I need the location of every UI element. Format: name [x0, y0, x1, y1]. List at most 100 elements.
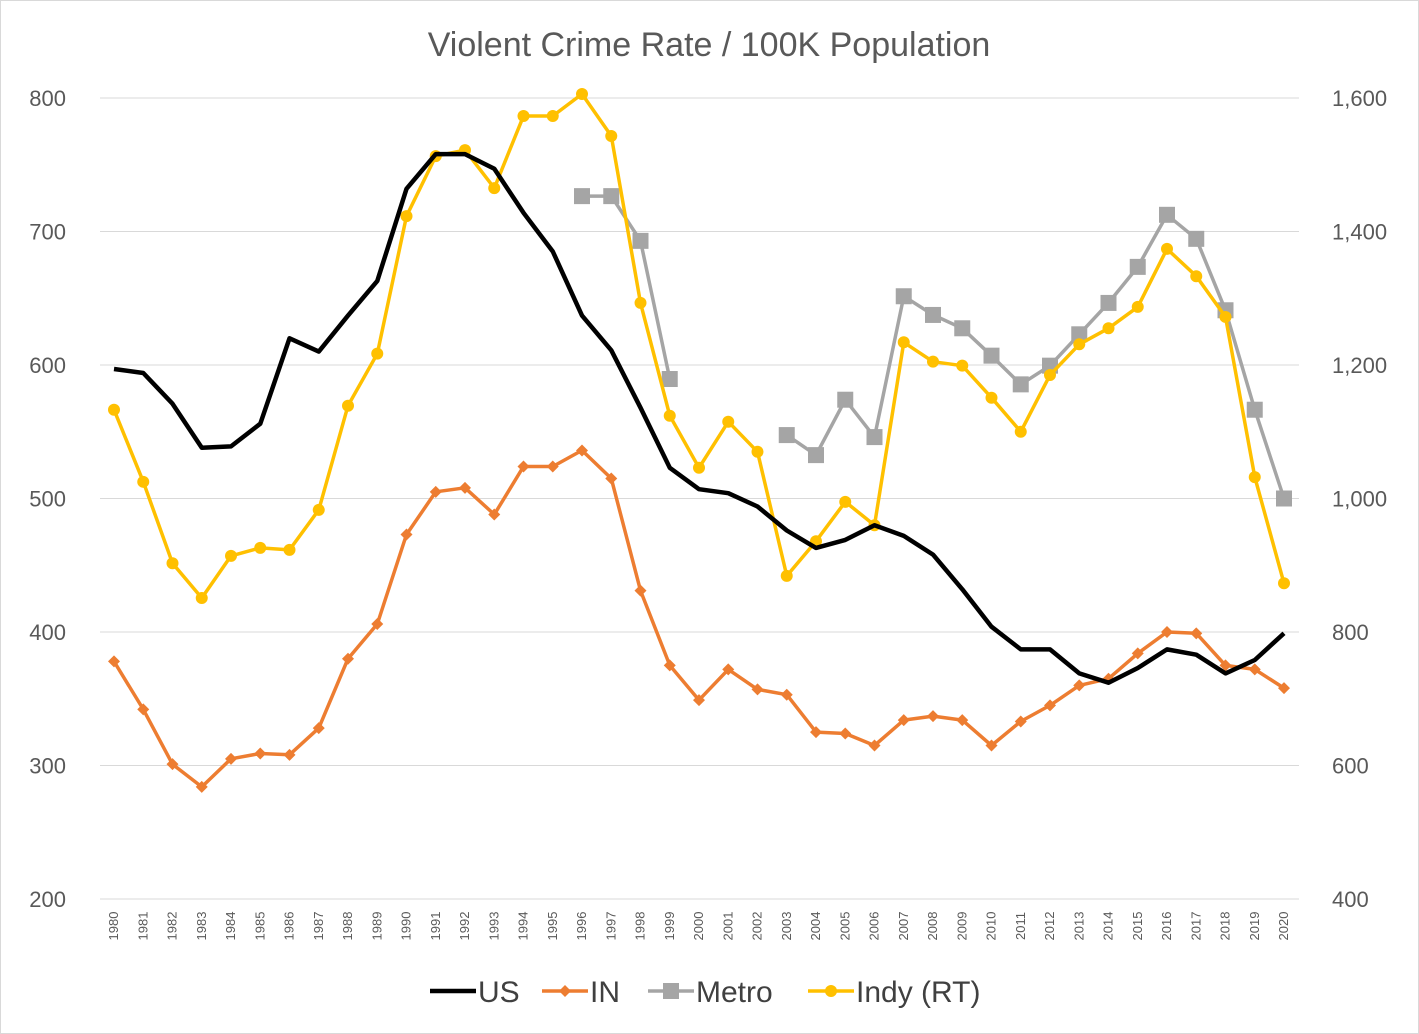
data-point-circle [956, 359, 969, 372]
x-tick-label: 1994 [516, 912, 531, 941]
data-point-square [574, 188, 590, 205]
right-y-tick-label: 1,600 [1332, 86, 1387, 111]
data-point-diamond [605, 472, 618, 485]
data-point-circle [166, 557, 179, 570]
data-point-circle [517, 110, 530, 123]
data-point-diamond [429, 485, 442, 498]
data-point-diamond [780, 688, 793, 701]
x-tick-label: 1991 [428, 912, 443, 941]
legend: US IN Metro Indy (RT) [430, 976, 980, 1009]
left-y-tick-label: 600 [29, 353, 66, 378]
series-us [113, 151, 1286, 685]
data-point-circle [1102, 322, 1115, 335]
data-point-square [866, 429, 883, 446]
data-point-diamond [634, 584, 647, 597]
data-point-circle [1044, 369, 1056, 382]
x-tick-label: 2005 [837, 912, 852, 941]
x-tick-label: 1982 [165, 912, 180, 941]
data-point-circle [1190, 270, 1203, 283]
data-point-diamond [342, 652, 354, 665]
data-point-diamond [751, 683, 764, 696]
x-tick-label: 2014 [1101, 912, 1116, 941]
data-point-square [1129, 258, 1146, 275]
x-tick-label: 2016 [1159, 912, 1174, 941]
data-point-circle [780, 569, 793, 582]
data-point-diamond [108, 655, 120, 668]
x-tick-label: 2017 [1188, 912, 1203, 941]
data-point-circle [108, 403, 120, 416]
data-point-diamond [985, 739, 998, 752]
data-point-diamond [839, 727, 852, 740]
legend-item: IN [542, 976, 620, 1009]
x-tick-label: 1989 [369, 912, 384, 941]
left-y-axis: 200 300 400 500 600 700 800 [29, 86, 66, 912]
data-point-square [1246, 401, 1263, 418]
data-point-square [837, 391, 854, 408]
data-point-diamond [693, 694, 705, 707]
right-y-tick-label: 1,400 [1332, 220, 1387, 245]
data-point-diamond [956, 714, 969, 727]
data-point-diamond [488, 508, 501, 521]
x-tick-label: 2004 [808, 912, 823, 941]
series-in [108, 444, 1290, 793]
right-y-tick-label: 1,000 [1332, 487, 1387, 512]
x-tick-label: 2008 [925, 912, 940, 941]
data-point-square [1188, 230, 1205, 247]
data-point-diamond [1248, 663, 1261, 676]
data-point-diamond [459, 481, 471, 494]
x-tick-label: 2006 [867, 912, 882, 941]
data-point-diamond [225, 752, 237, 765]
data-point-square [632, 232, 649, 249]
x-tick-label: 2013 [1071, 912, 1086, 941]
data-point-circle [371, 347, 384, 360]
data-point-square [1159, 206, 1175, 223]
data-point-square [1276, 490, 1292, 507]
x-tick-label: 1986 [282, 912, 297, 941]
data-point-circle [605, 130, 618, 143]
data-point-diamond [722, 663, 735, 676]
data-point-circle [254, 541, 267, 554]
x-tick-label: 1980 [106, 912, 121, 941]
data-point-circle [634, 296, 647, 309]
data-point-diamond [1190, 627, 1203, 640]
data-point-diamond [576, 444, 588, 457]
data-point-diamond [312, 722, 325, 735]
right-y-tick-label: 600 [1332, 754, 1369, 779]
x-tick-label: 1990 [399, 912, 414, 941]
x-tick-label: 2009 [954, 912, 969, 941]
x-tick-label: 2007 [896, 912, 911, 941]
x-tick-label: 1984 [223, 912, 238, 941]
series-lines [108, 87, 1292, 793]
x-tick-label: 2000 [691, 912, 706, 941]
legend-label: IN [590, 976, 620, 1009]
data-point-circle [825, 985, 837, 997]
data-point-circle [195, 591, 208, 604]
x-tick-label: 2015 [1130, 912, 1145, 941]
data-point-circle [751, 445, 764, 458]
data-point-diamond [1073, 679, 1086, 692]
x-tick-label: 2020 [1276, 912, 1291, 941]
data-point-diamond [897, 714, 910, 727]
legend-item: US [430, 976, 520, 1009]
data-point-diamond [559, 985, 571, 997]
data-point-circle [1161, 242, 1173, 255]
data-point-circle [693, 461, 705, 474]
data-point-circle [283, 543, 296, 556]
x-tick-label: 2012 [1042, 912, 1057, 941]
data-point-circle [1219, 310, 1232, 323]
data-point-square [1100, 294, 1117, 311]
x-tick-label: 1999 [662, 912, 677, 941]
data-point-circle [1131, 300, 1144, 313]
left-y-tick-label: 700 [29, 220, 66, 245]
data-point-diamond [1131, 647, 1144, 660]
data-point-diamond [1278, 682, 1290, 695]
data-point-circle [663, 409, 676, 422]
x-tick-label: 2019 [1247, 912, 1262, 941]
x-tick-label: 1981 [135, 912, 150, 941]
data-point-diamond [283, 748, 296, 761]
x-tick-label: 1998 [633, 912, 648, 941]
data-point-circle [576, 87, 588, 100]
data-point-diamond [1219, 659, 1232, 672]
